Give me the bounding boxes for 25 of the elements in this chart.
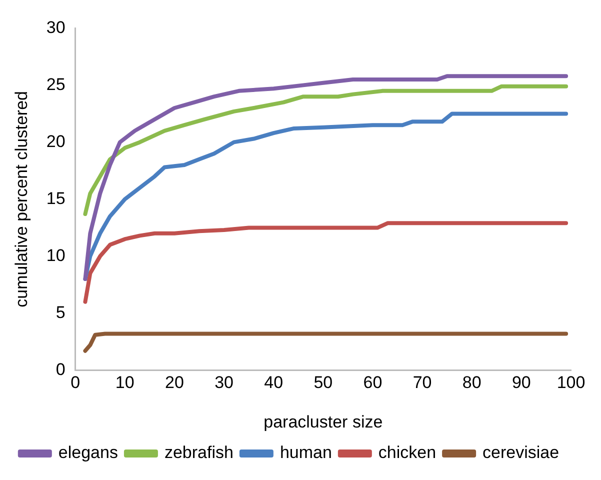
y-tick-label: 10	[46, 246, 66, 265]
legend-label: elegans	[58, 443, 118, 462]
y-tick-label: 25	[46, 74, 66, 94]
x-tick-label: 10	[115, 373, 134, 392]
x-tick-label: 90	[512, 373, 531, 392]
y-axis-title: cumulative percent clustered	[12, 91, 31, 308]
legend-label: human	[280, 443, 332, 462]
x-tick-label: 50	[314, 373, 333, 392]
x-tick-label: 20	[164, 373, 184, 392]
y-tick-label: 5	[56, 302, 66, 322]
x-tick-label: 30	[214, 373, 234, 392]
legend-label: zebrafish	[164, 443, 234, 462]
x-axis-title: paracluster size	[264, 412, 383, 432]
y-tick-label: 15	[46, 188, 66, 208]
y-tick-label: 30	[46, 18, 66, 37]
legend-label: cerevisiae	[482, 443, 560, 462]
x-tick-label: 60	[363, 373, 382, 392]
x-tick-label: 40	[264, 373, 284, 392]
x-tick-label: 100	[556, 373, 586, 392]
y-tick-label: 20	[46, 132, 66, 151]
y-tick-label: 0	[56, 360, 66, 379]
x-tick-label: 70	[412, 373, 432, 392]
legend-label: chicken	[378, 443, 436, 462]
x-tick-label: 80	[462, 373, 482, 392]
x-tick-label: 0	[70, 373, 80, 392]
